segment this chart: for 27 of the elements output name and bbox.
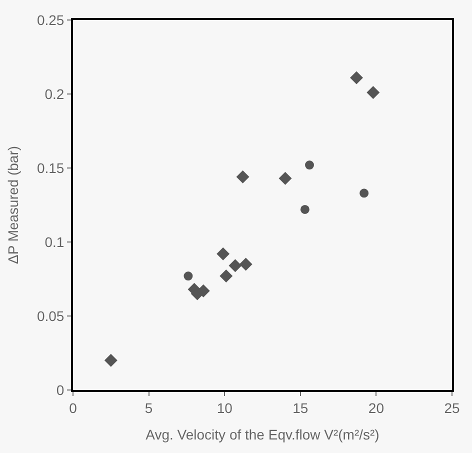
- y-tick-label: 0.25: [36, 12, 64, 28]
- x-axis-title: Avg. Velocity of the Eqv.flow V²(m²/s²): [146, 426, 380, 443]
- y-tick-label: 0: [56, 382, 64, 398]
- y-tick-label: 0.2: [44, 86, 64, 102]
- x-tick-label: 15: [292, 400, 308, 416]
- point: [305, 160, 314, 170]
- point: [350, 71, 363, 84]
- x-tick-label: 5: [144, 400, 153, 416]
- point: [236, 170, 250, 184]
- x-tick-label: 0: [69, 400, 78, 416]
- y-axis-title: ΔP Measured (bar): [5, 146, 22, 264]
- x-tick-label: 20: [368, 400, 384, 416]
- y-tick-label: 0.05: [36, 308, 64, 324]
- point: [216, 247, 230, 260]
- x-tick-label: 10: [216, 400, 233, 416]
- point: [220, 270, 233, 283]
- point: [239, 258, 252, 271]
- point: [366, 86, 380, 100]
- point: [278, 172, 292, 185]
- point: [360, 188, 369, 198]
- point: [300, 204, 310, 214]
- y-tick-label: 0.15: [36, 160, 64, 176]
- point: [184, 272, 193, 281]
- x-tick-label: 25: [444, 400, 460, 416]
- y-tick-label: 0.1: [44, 234, 64, 250]
- point: [228, 259, 242, 272]
- point: [104, 354, 118, 367]
